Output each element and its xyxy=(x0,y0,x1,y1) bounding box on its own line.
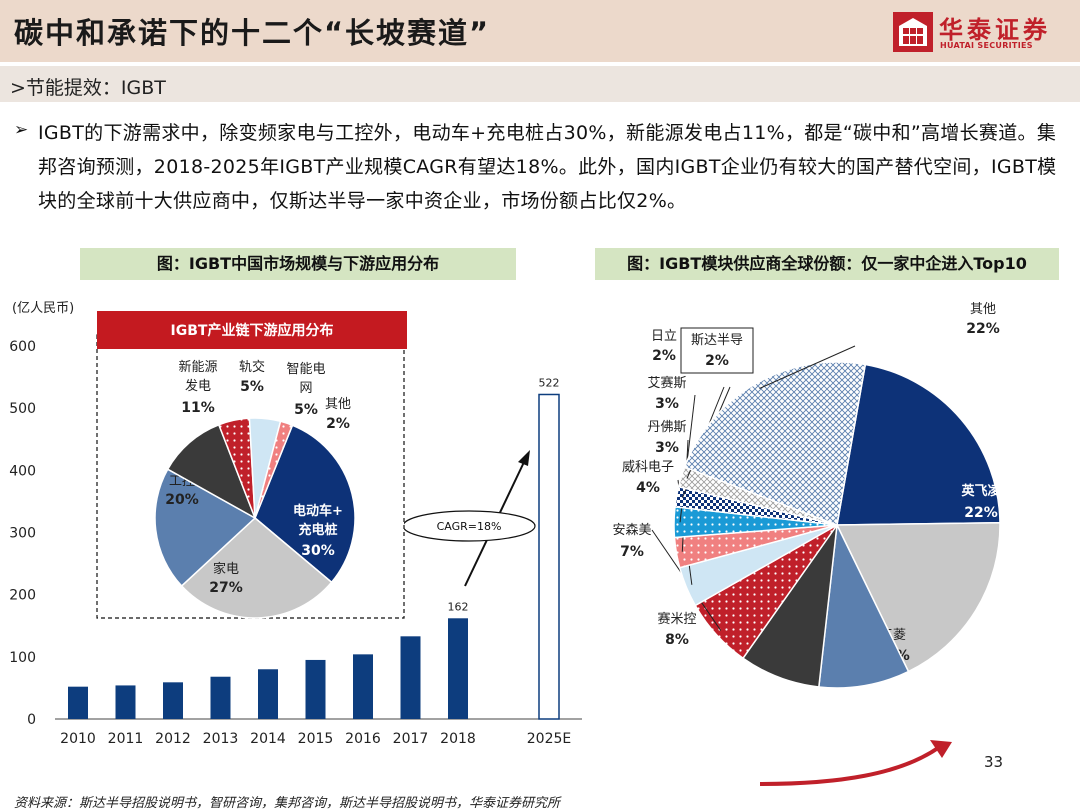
x-tick-label: 2011 xyxy=(108,731,144,747)
y-tick-label: 400 xyxy=(9,463,36,479)
cagr-annotation: CAGR=18% xyxy=(437,520,502,533)
supplier-label: 日立 xyxy=(651,329,677,344)
bar xyxy=(115,685,136,719)
y-tick-label: 300 xyxy=(9,526,36,542)
source-note: 资料来源：斯达半导招股说明书，智研咨询，集邦咨询，斯达半导招股说明书，华泰证券研… xyxy=(14,796,561,811)
supplier-pie-slice xyxy=(836,363,1001,526)
supplier-pie-slice xyxy=(835,521,1001,673)
inset-pie-slice xyxy=(154,468,257,588)
page-number: 33 xyxy=(984,753,1004,771)
inset-slice-value: 11% xyxy=(181,400,215,416)
supplier-share: 4% xyxy=(636,480,660,496)
x-tick-label: 2014 xyxy=(250,731,286,747)
section-label: >节能提效：IGBT xyxy=(10,77,166,99)
bar xyxy=(448,618,468,719)
inset-slice-label: 电动车+ xyxy=(293,503,343,519)
y-axis-label: (亿人民币) xyxy=(12,301,74,316)
supplier-label: 安森美 xyxy=(612,523,651,538)
supplier-label: 丹佛斯 xyxy=(647,420,686,435)
x-tick-label: 2016 xyxy=(345,731,381,747)
supplier-label: 艾赛斯 xyxy=(647,375,686,391)
supplier-pie-slice xyxy=(818,522,910,689)
page-title: 碳中和承诺下的十二个“长坡赛道” xyxy=(14,16,491,50)
inset-pie-slice xyxy=(254,424,356,584)
inset-slice-label: 家电 xyxy=(213,561,239,577)
inset-slice-label: 智能电 xyxy=(286,362,325,377)
inset-slice-label: 其他 xyxy=(325,397,351,412)
supplier-share: 22% xyxy=(966,321,1000,337)
x-tick-label: 2017 xyxy=(393,731,429,747)
supplier-share: 8% xyxy=(665,632,689,648)
x-tick-label: 2012 xyxy=(155,731,191,747)
y-tick-label: 600 xyxy=(9,339,36,355)
logo-mark-icon xyxy=(893,12,933,52)
x-tick-label: 2010 xyxy=(60,731,96,747)
bar xyxy=(258,669,278,719)
inset-slice-value: 30% xyxy=(301,543,335,559)
cagr-arrowhead xyxy=(518,450,530,466)
x-tick-label: 2015 xyxy=(298,731,334,747)
bullet-arrow-icon: ➢ xyxy=(14,120,29,140)
supplier-label: 英飞凌 xyxy=(960,483,1001,499)
y-tick-label: 0 xyxy=(27,712,36,728)
left-chart-caption: 图：IGBT中国市场规模与下游应用分布 xyxy=(80,248,516,280)
inset-slice-label: 新能源 xyxy=(178,359,217,375)
bar xyxy=(538,393,560,720)
inset-pie-title: IGBT产业链下游应用分布 xyxy=(171,322,334,339)
supplier-share: 3% xyxy=(655,440,679,456)
supplier-share: 3% xyxy=(655,396,679,412)
inset-slice-value: 2% xyxy=(326,416,350,432)
supplier-pie-slice xyxy=(683,361,867,527)
bar xyxy=(68,686,88,719)
bar-data-label: 162 xyxy=(448,600,469,613)
inset-slice-value: 5% xyxy=(294,402,318,418)
inset-pie-slice xyxy=(180,517,333,619)
bar xyxy=(400,636,421,719)
inset-pie-slice xyxy=(166,423,257,520)
bullet-paragraph: IGBT的下游需求中，除变频家电与工控外，电动车+充电桩占30%，新能源发电占1… xyxy=(38,122,1057,212)
footer-arrow-icon xyxy=(760,740,952,786)
x-tick-label: 2013 xyxy=(203,731,239,747)
y-tick-label: 500 xyxy=(9,401,36,417)
bar-data-label: 522 xyxy=(539,376,560,389)
inset-pie-slice xyxy=(254,420,294,519)
supplier-label: 其他 xyxy=(970,302,996,317)
bar xyxy=(163,682,183,719)
inset-slice-value: 5% xyxy=(240,379,264,395)
x-tick-label: 2018 xyxy=(440,731,476,747)
logo-chinese-text: 华泰证券 xyxy=(939,16,1051,44)
supplier-label: 斯达半导 xyxy=(691,333,743,348)
y-tick-label: 200 xyxy=(9,588,36,604)
bar xyxy=(305,659,326,719)
inset-slice-label: 网 xyxy=(299,381,312,396)
supplier-share: 22% xyxy=(964,505,998,521)
inset-slice-label: 轨交 xyxy=(239,359,265,375)
x-tick-label: 2025E xyxy=(527,731,571,747)
inset-slice-value: 27% xyxy=(209,580,243,596)
section-band xyxy=(0,66,1080,102)
market-size-bar-chart: (亿人民币) 0 100 200 300 400 500 600 2010 2011 2012 201… xyxy=(9,301,582,747)
huatai-logo: 华泰证券 HUATAI SECURITIES xyxy=(893,12,1068,56)
inset-slice-label: 充电桩 xyxy=(298,522,337,538)
bar xyxy=(210,676,231,719)
inset-slice-value: 20% xyxy=(165,492,199,508)
y-tick-label: 100 xyxy=(9,650,36,666)
right-chart-caption: 图：IGBT模块供应商全球份额：仅一家中企进入Top10 xyxy=(595,248,1059,280)
supplier-share: 2% xyxy=(652,348,676,364)
bar xyxy=(353,654,373,719)
supplier-share: 7% xyxy=(620,544,644,560)
leader-line xyxy=(759,345,856,389)
highlight-box xyxy=(680,327,754,374)
supplier-share: 2% xyxy=(705,353,729,369)
logo-english-text: HUATAI SECURITIES xyxy=(940,41,1033,50)
supplier-share-pie-chart: 英飞凌22%三菱18%富士电机9%赛米控8%安森美7%威科电子4%丹佛斯3%艾赛… xyxy=(612,302,1001,689)
supplier-label: 赛米控 xyxy=(657,611,696,627)
inset-pie-title-bar xyxy=(97,311,407,349)
supplier-label: 威科电子 xyxy=(622,460,674,475)
inset-slice-label: 发电 xyxy=(185,378,211,394)
